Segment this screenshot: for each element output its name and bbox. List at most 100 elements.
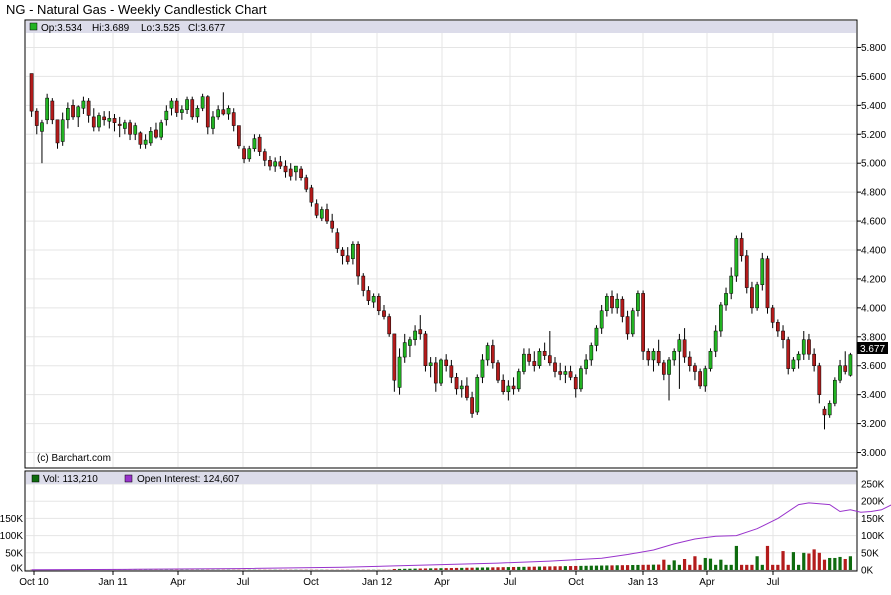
volume-y-axis: 250K 200K 150K 100K 50K 0K 150K 100K 50K 0K <box>0 480 885 577</box>
volume-tick-label-right: 200K <box>861 497 885 508</box>
price-legend-bar <box>26 21 856 33</box>
volume-tick-label-right: 250K <box>861 480 885 491</box>
candle-body <box>724 293 728 306</box>
candle-body <box>66 107 70 121</box>
candle-body <box>257 136 262 152</box>
volume-bar <box>470 567 474 570</box>
candle-body <box>573 377 578 390</box>
candle-body <box>739 238 744 257</box>
candle-body <box>713 330 718 352</box>
legend-high: Hi:3.689 <box>92 23 130 34</box>
volume-bar <box>511 566 516 570</box>
volume-bar <box>802 552 806 570</box>
candle-body <box>294 165 298 173</box>
candle-body <box>86 100 91 116</box>
candle-body <box>651 351 656 361</box>
candle-body <box>433 362 438 384</box>
candle-body <box>760 258 765 285</box>
candle-body <box>698 371 702 387</box>
candle-body <box>568 371 573 378</box>
volume-bar <box>460 567 464 570</box>
price-tick-label: 4.200 <box>861 274 886 285</box>
volume-bar <box>760 564 764 570</box>
candle-body <box>382 310 386 317</box>
volume-bar <box>537 566 542 570</box>
x-tick-label: Oct 10 <box>19 577 49 588</box>
volume-bar <box>465 567 469 570</box>
x-tick-label: Jan 13 <box>628 577 658 588</box>
candle-body <box>522 353 526 372</box>
candle-body <box>807 339 811 355</box>
legend-open-interest: Open Interest: 124,607 <box>137 474 240 485</box>
candle-body <box>527 353 531 362</box>
candle-body <box>791 359 796 369</box>
candle-body <box>827 403 832 416</box>
volume-bar <box>636 564 640 570</box>
candle-body <box>164 110 169 121</box>
candle-body <box>693 365 697 372</box>
price-tick-label: 3.200 <box>861 419 886 430</box>
candle-body <box>796 353 801 361</box>
candle-body <box>408 339 412 346</box>
candle-body <box>392 333 397 381</box>
volume-bar <box>568 566 573 570</box>
candle-body <box>449 365 454 378</box>
volume-bar <box>480 567 485 570</box>
candle-body <box>496 362 500 381</box>
legend-close: Cl:3.677 <box>188 23 226 34</box>
candle-body <box>335 232 340 249</box>
candle-body <box>325 209 329 222</box>
candle-body <box>480 359 485 378</box>
volume-bar <box>786 564 790 570</box>
candle-body <box>454 377 459 390</box>
volume-bar <box>620 565 624 570</box>
candle-body <box>102 116 107 121</box>
candle-body <box>185 99 189 110</box>
candle-body <box>314 203 319 216</box>
volume-bar <box>667 564 671 570</box>
candle-body <box>744 255 749 288</box>
candle-body <box>801 339 806 355</box>
volume-legend-bar <box>26 472 856 484</box>
candle-body <box>770 307 775 323</box>
legend-low: Lo:3.525 <box>141 23 180 34</box>
volume-bar <box>677 564 681 570</box>
candle-body <box>625 316 630 335</box>
price-grid <box>26 33 856 467</box>
candle-body <box>299 168 303 178</box>
volume-bar <box>423 568 428 570</box>
volume-tick-label-right: 50K <box>861 548 879 559</box>
candle-body <box>174 100 179 113</box>
volume-bar <box>517 566 521 570</box>
volume-bar <box>848 556 853 570</box>
volume-bar <box>641 564 645 570</box>
volume-bar <box>615 565 619 570</box>
candle-body <box>159 122 164 138</box>
candle-body <box>402 342 407 358</box>
candle-body <box>708 351 713 369</box>
candle-body <box>687 356 692 366</box>
candle-body <box>319 209 324 219</box>
candle-body <box>599 310 604 329</box>
volume-bar <box>682 558 687 570</box>
candle-body <box>465 385 469 398</box>
candle-body <box>516 371 521 390</box>
volume-tick-label-left: 50K <box>5 548 23 559</box>
volume-legend-swatch <box>31 474 40 483</box>
volume-bar <box>506 567 510 570</box>
candle-body <box>506 385 511 393</box>
volume-bar <box>838 556 842 570</box>
volume-bar <box>703 557 707 570</box>
candle-body <box>718 304 723 332</box>
volume-bar <box>791 552 796 570</box>
candle-body <box>781 330 785 340</box>
volume-bar <box>625 565 630 570</box>
candle-body <box>490 345 495 364</box>
candle-body <box>765 258 770 309</box>
candle-body <box>822 408 827 416</box>
candle-body <box>838 365 842 381</box>
candle-body <box>553 362 557 372</box>
candle-body <box>641 293 645 352</box>
price-tick-label: 5.200 <box>861 130 886 141</box>
